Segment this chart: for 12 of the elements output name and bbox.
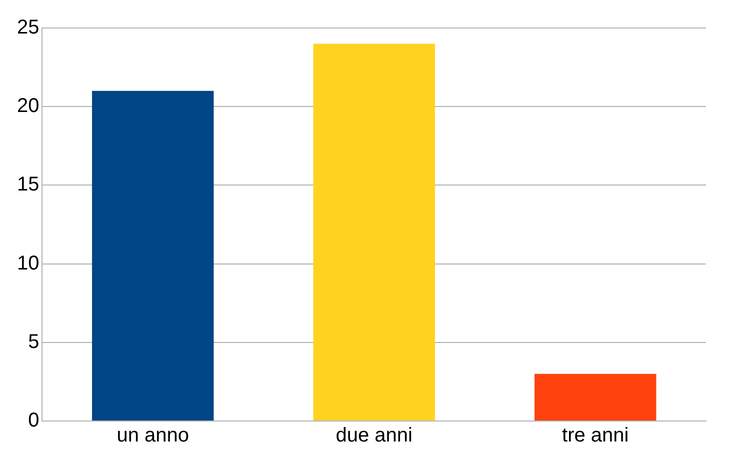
x-tick-label: tre anni	[562, 424, 629, 447]
y-tick-label: 20	[16, 95, 40, 118]
y-tick-label: 5	[28, 330, 40, 353]
y-tick-label: 10	[16, 252, 40, 274]
y-tick-label: 15	[16, 174, 40, 196]
y-tick-label: 0	[28, 410, 40, 432]
x-tick-label: due anni	[336, 424, 412, 447]
bar	[534, 374, 656, 420]
x-tick-label: un anno	[116, 424, 190, 447]
y-tick-label: 25	[16, 16, 40, 39]
bar	[92, 90, 214, 420]
bar	[313, 44, 435, 420]
